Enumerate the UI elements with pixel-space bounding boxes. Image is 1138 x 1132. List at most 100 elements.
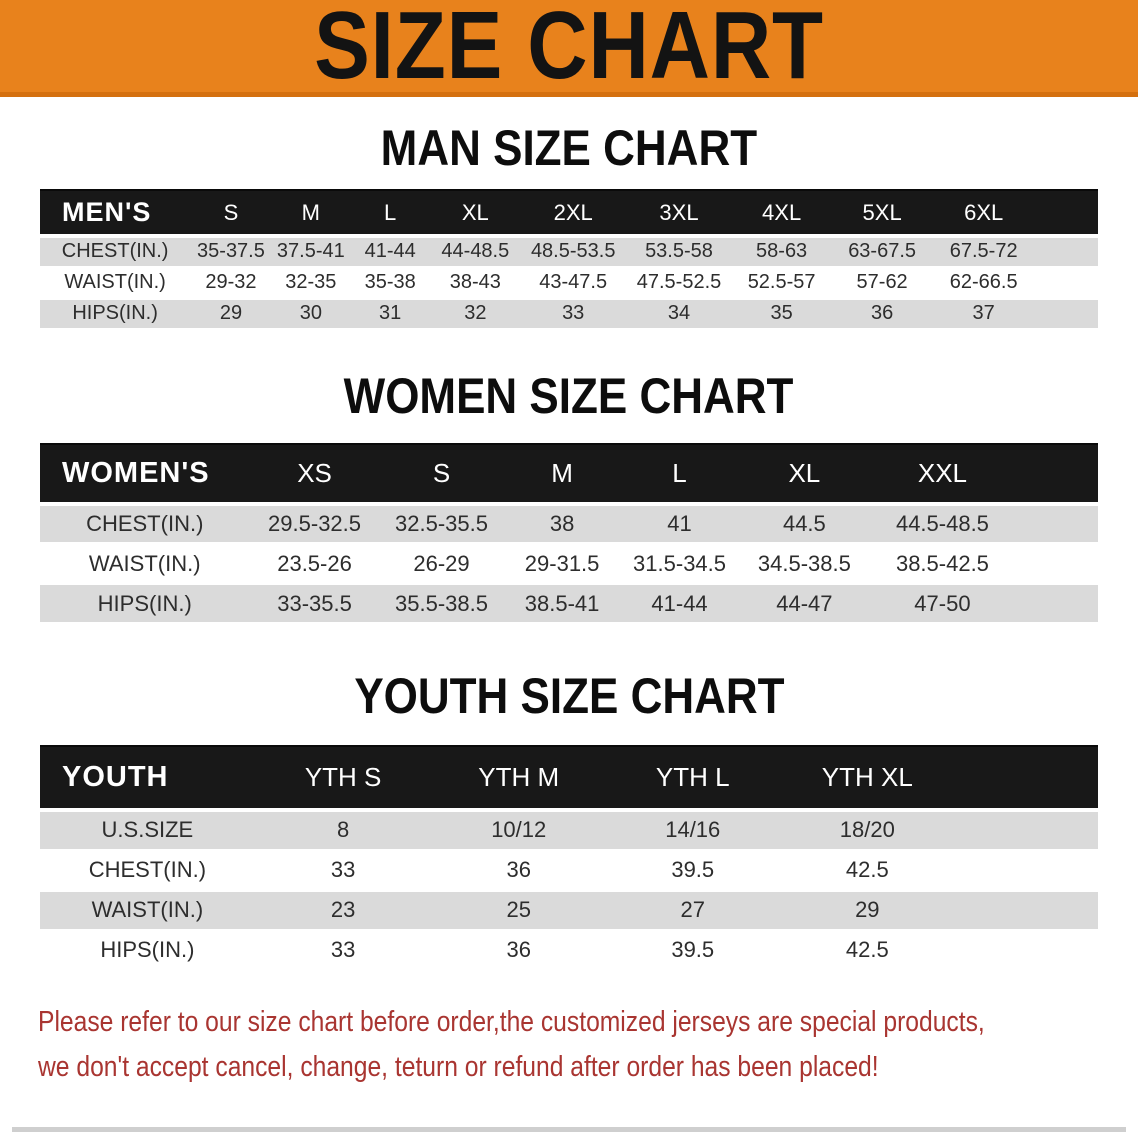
youth-size-col-header: YTH M bbox=[431, 745, 606, 812]
size-value-cell: 23.5-26 bbox=[249, 543, 380, 585]
youth-table-row: CHEST(IN.) 33 36 39.5 42.5 bbox=[40, 850, 1098, 892]
size-value-cell: 23 bbox=[254, 890, 432, 932]
women-size-col-header: L bbox=[620, 442, 739, 506]
header-spacer bbox=[955, 745, 1098, 812]
size-value-cell: 29-31.5 bbox=[503, 543, 621, 585]
man-size-col-header: 3XL bbox=[626, 189, 732, 238]
youth-heading-text: YOUTH SIZE CHART bbox=[353, 668, 785, 724]
size-chart-banner: SIZE CHART bbox=[0, 0, 1138, 97]
man-table-row: CHEST(IN.) 35-37.5 37.5-41 41-44 44-48.5 48.5… bbox=[40, 236, 1098, 269]
youth-table-row: U.S.SIZE 8 10/12 14/16 18/20 bbox=[40, 810, 1098, 852]
youth-size-col-header: YTH L bbox=[606, 745, 780, 812]
women-header-row: WOMEN'S XS S M L XL XXL bbox=[40, 442, 1098, 506]
youth-table-row: HIPS(IN.) 33 36 39.5 42.5 bbox=[40, 930, 1098, 972]
size-value-cell: 41-44 bbox=[620, 583, 739, 625]
man-size-chart-heading: MAN SIZE CHART bbox=[0, 123, 1138, 173]
man-size-col-header: 2XL bbox=[520, 189, 627, 238]
row-spacer bbox=[1014, 503, 1098, 545]
man-size-col-header: 5XL bbox=[831, 189, 933, 238]
row-spacer bbox=[1034, 236, 1098, 269]
size-value-cell: 25 bbox=[431, 890, 606, 932]
size-value-cell: 26-29 bbox=[379, 543, 504, 585]
size-value-cell: 31.5-34.5 bbox=[620, 543, 739, 585]
size-value-cell: 37 bbox=[932, 298, 1035, 331]
man-heading-text: MAN SIZE CHART bbox=[380, 120, 758, 176]
row-label: WAIST(IN.) bbox=[40, 267, 191, 300]
disclaimer-line-1: Please refer to our size chart before or… bbox=[38, 1005, 985, 1038]
size-value-cell: 41 bbox=[620, 503, 739, 545]
size-value-cell: 52.5-57 bbox=[731, 267, 832, 300]
row-spacer bbox=[1014, 543, 1098, 585]
women-size-chart-heading: WOMEN SIZE CHART bbox=[0, 371, 1138, 421]
size-value-cell: 43-47.5 bbox=[520, 267, 627, 300]
size-value-cell: 31 bbox=[349, 298, 431, 331]
size-value-cell: 30 bbox=[271, 298, 350, 331]
man-size-col-header: 6XL bbox=[932, 189, 1035, 238]
size-value-cell: 58-63 bbox=[731, 236, 832, 269]
size-value-cell: 34.5-38.5 bbox=[738, 543, 871, 585]
row-label: HIPS(IN.) bbox=[40, 298, 191, 331]
size-value-cell: 35.5-38.5 bbox=[379, 583, 504, 625]
row-label: CHEST(IN.) bbox=[40, 503, 250, 545]
row-label: CHEST(IN.) bbox=[40, 236, 191, 269]
size-value-cell: 37.5-41 bbox=[271, 236, 350, 269]
women-size-col-header: XS bbox=[249, 442, 380, 506]
size-value-cell: 39.5 bbox=[606, 930, 780, 972]
man-table-row: HIPS(IN.) 29 30 31 32 33 34 35 36 37 bbox=[40, 298, 1098, 331]
row-spacer bbox=[955, 850, 1098, 892]
size-value-cell: 8 bbox=[254, 810, 432, 852]
size-value-cell: 34 bbox=[626, 298, 732, 331]
man-size-col-header: XL bbox=[430, 189, 521, 238]
size-value-cell: 32.5-35.5 bbox=[379, 503, 504, 545]
size-value-cell: 53.5-58 bbox=[626, 236, 732, 269]
row-spacer bbox=[1014, 583, 1098, 625]
man-header-label: MEN'S bbox=[40, 189, 191, 238]
size-value-cell: 41-44 bbox=[349, 236, 431, 269]
man-size-col-header: M bbox=[271, 189, 350, 238]
size-chart-sections: MAN SIZE CHART MEN'S S M L XL 2XL 3XL 4XL 5XL 6XL C… bbox=[0, 123, 1138, 972]
size-value-cell: 44.5 bbox=[738, 503, 871, 545]
size-value-cell: 36 bbox=[431, 850, 606, 892]
size-value-cell: 27 bbox=[606, 890, 780, 932]
women-size-table: WOMEN'S XS S M L XL XXL CHEST(IN.) 29.5-32.5 32.5… bbox=[40, 442, 1098, 625]
women-size-col-header: M bbox=[503, 442, 621, 506]
size-value-cell: 47-50 bbox=[870, 583, 1015, 625]
size-value-cell: 38 bbox=[503, 503, 621, 545]
size-value-cell: 38.5-41 bbox=[503, 583, 621, 625]
header-spacer bbox=[1034, 189, 1098, 238]
row-label: CHEST(IN.) bbox=[40, 850, 255, 892]
size-value-cell: 47.5-52.5 bbox=[626, 267, 732, 300]
size-value-cell: 44-48.5 bbox=[430, 236, 521, 269]
size-value-cell: 35-38 bbox=[349, 267, 431, 300]
row-spacer bbox=[955, 890, 1098, 932]
row-spacer bbox=[1034, 298, 1098, 331]
youth-table-row: WAIST(IN.) 23 25 27 29 bbox=[40, 890, 1098, 932]
size-value-cell: 33 bbox=[254, 850, 432, 892]
size-value-cell: 33 bbox=[520, 298, 627, 331]
women-table-row: CHEST(IN.) 29.5-32.5 32.5-35.5 38 41 44.5 44.5… bbox=[40, 503, 1098, 545]
disclaimer: Please refer to our size chart before or… bbox=[38, 1000, 1138, 1090]
header-spacer bbox=[1014, 442, 1098, 506]
youth-header-label: YOUTH bbox=[40, 745, 255, 812]
size-value-cell: 14/16 bbox=[606, 810, 780, 852]
size-value-cell: 38-43 bbox=[430, 267, 521, 300]
bottom-edge-strip bbox=[12, 1127, 1126, 1132]
women-table-row: WAIST(IN.) 23.5-26 26-29 29-31.5 31.5-34.5 34… bbox=[40, 543, 1098, 585]
size-value-cell: 42.5 bbox=[779, 850, 956, 892]
women-size-col-header: S bbox=[379, 442, 504, 506]
youth-size-table: YOUTH YTH S YTH M YTH L YTH XL U.S.SIZE 8 10/12… bbox=[40, 745, 1098, 972]
row-spacer bbox=[955, 810, 1098, 852]
man-size-col-header: L bbox=[349, 189, 431, 238]
size-value-cell: 44.5-48.5 bbox=[870, 503, 1015, 545]
women-size-col-header: XXL bbox=[870, 442, 1015, 506]
size-value-cell: 32-35 bbox=[271, 267, 350, 300]
size-value-cell: 57-62 bbox=[831, 267, 933, 300]
size-value-cell: 67.5-72 bbox=[932, 236, 1035, 269]
man-header-row: MEN'S S M L XL 2XL 3XL 4XL 5XL 6XL bbox=[40, 189, 1098, 238]
man-section: MAN SIZE CHART MEN'S S M L XL 2XL 3XL 4XL 5XL 6XL C… bbox=[0, 123, 1138, 331]
women-heading-text: WOMEN SIZE CHART bbox=[344, 367, 794, 424]
size-value-cell: 29 bbox=[779, 890, 956, 932]
size-value-cell: 36 bbox=[831, 298, 933, 331]
size-value-cell: 36 bbox=[431, 930, 606, 972]
size-value-cell: 39.5 bbox=[606, 850, 780, 892]
